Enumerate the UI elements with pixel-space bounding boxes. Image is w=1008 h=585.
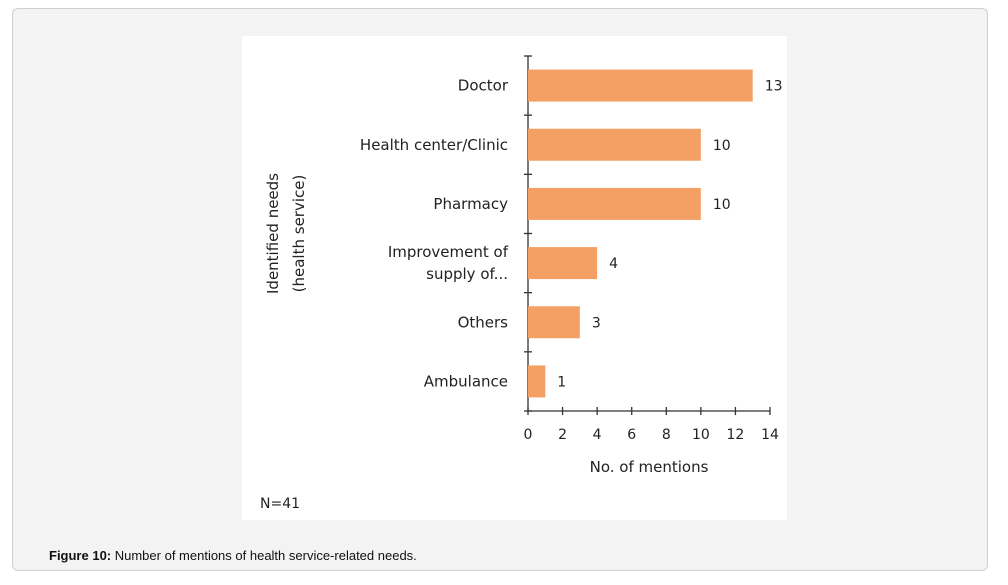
y-axis-title: Identified needs [264, 173, 282, 294]
bar [528, 306, 580, 339]
x-tick-label: 0 [524, 427, 533, 443]
x-tick-label: 14 [761, 427, 779, 443]
category-label: supply of... [426, 265, 508, 283]
bar [528, 365, 546, 398]
x-tick-label: 2 [558, 427, 567, 443]
x-axis-title: No. of mentions [590, 458, 709, 476]
caption-label: Figure 10: [49, 548, 112, 563]
caption-text: Number of mentions of health service-rel… [111, 548, 417, 563]
x-tick-label: 10 [692, 427, 710, 443]
y-axis-title: (health service) [290, 175, 308, 293]
category-label: Health center/Clinic [360, 136, 508, 154]
bar [528, 128, 701, 161]
bar [528, 247, 598, 280]
bar-value-label: 4 [609, 256, 618, 272]
bar [528, 69, 753, 102]
figure-frame: 0 2 4 6 8 10 12 14 13 Doctor 10 Health center/Clini… [12, 8, 988, 571]
category-label: Others [458, 313, 509, 331]
x-tick-label: 12 [727, 427, 745, 443]
x-tick-label: 6 [627, 427, 636, 443]
sample-size-note: N=41 [260, 496, 300, 512]
category-label: Improvement of [388, 243, 509, 261]
bar-value-label: 10 [713, 138, 731, 154]
bar-value-label: 3 [592, 315, 601, 331]
figure-caption: Figure 10: Number of mentions of health … [49, 548, 417, 563]
category-label: Ambulance [424, 372, 508, 390]
chart-panel: 0 2 4 6 8 10 12 14 13 Doctor 10 Health center/Clini… [242, 36, 787, 520]
category-label: Doctor [458, 77, 509, 95]
bar [528, 187, 701, 220]
bar-value-label: 13 [765, 79, 783, 95]
x-tick-label: 8 [662, 427, 671, 443]
x-tick-label: 4 [593, 427, 602, 443]
category-label: Pharmacy [433, 195, 508, 213]
bar-value-label: 10 [713, 197, 731, 213]
bar-value-label: 1 [557, 374, 566, 390]
